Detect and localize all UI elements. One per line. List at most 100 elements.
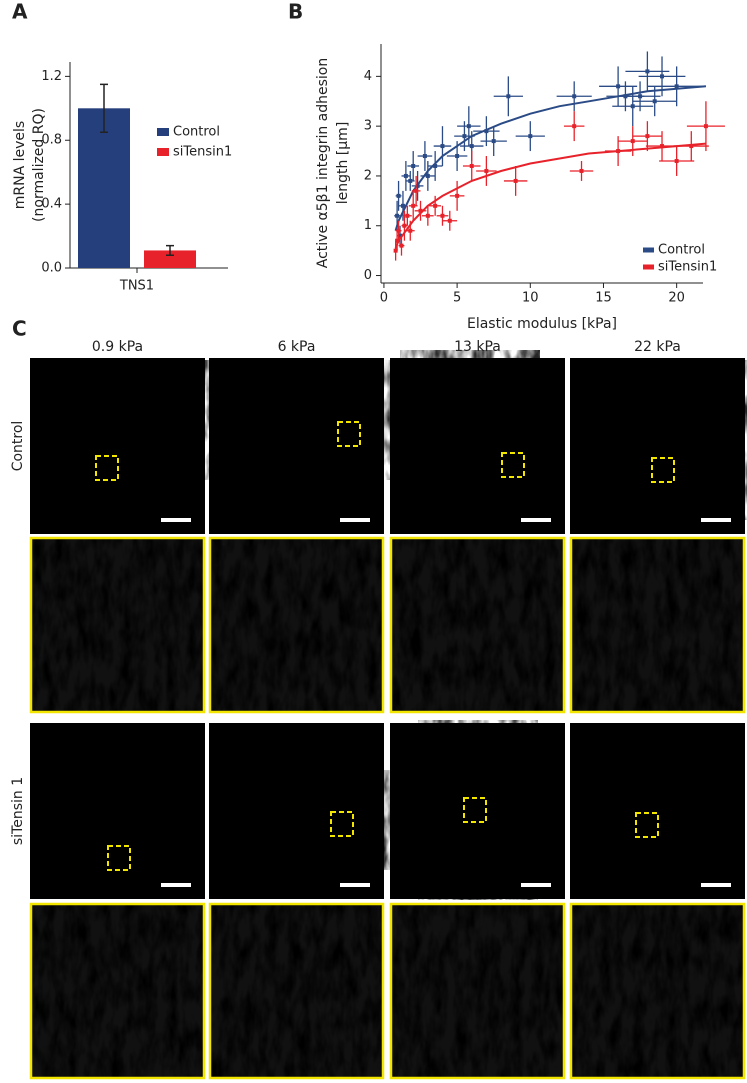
zoom-texture xyxy=(210,538,383,712)
point xyxy=(400,203,405,208)
point xyxy=(484,129,489,134)
y-tick-label: 0.8 xyxy=(41,133,62,148)
point xyxy=(506,94,511,99)
panel-letter: C xyxy=(12,317,27,341)
zoom-border xyxy=(208,902,385,1080)
x-tick-label: TNS1 xyxy=(119,279,154,294)
zoom-texture xyxy=(391,904,564,1078)
point xyxy=(466,124,471,129)
x-tick-label: 0 xyxy=(380,291,388,306)
roi-box xyxy=(107,845,131,871)
legend-swatch xyxy=(157,128,169,136)
cell xyxy=(210,770,390,870)
y-tick-label: 2 xyxy=(364,168,372,183)
point xyxy=(703,124,708,129)
micrographs xyxy=(29,350,747,1080)
point xyxy=(425,173,430,178)
y-axis-label: length [μm] xyxy=(335,122,351,205)
point xyxy=(411,163,416,168)
zoom-border xyxy=(29,902,206,1080)
point xyxy=(408,228,413,233)
legend-swatch xyxy=(157,148,169,156)
zoom-border xyxy=(389,536,566,714)
point xyxy=(396,228,401,233)
zoom-border xyxy=(29,536,206,714)
bar xyxy=(78,108,130,268)
zoom-texture xyxy=(571,904,744,1078)
point xyxy=(425,213,430,218)
point xyxy=(674,84,679,89)
point xyxy=(660,144,665,149)
point xyxy=(395,213,400,218)
point xyxy=(398,233,403,238)
point xyxy=(630,104,635,109)
y-tick-label: 0 xyxy=(364,268,372,283)
column-header: 22 kPa xyxy=(634,339,681,355)
zoom-border xyxy=(569,536,746,714)
point xyxy=(528,134,533,139)
cell xyxy=(200,360,400,480)
legend-label: siTensin1 xyxy=(658,260,717,275)
column-header: 13 kPa xyxy=(454,339,501,355)
error-bar xyxy=(100,83,108,134)
point xyxy=(616,149,621,154)
point xyxy=(674,159,679,164)
zoom-texture xyxy=(391,538,564,712)
point xyxy=(395,238,400,243)
zoom-texture xyxy=(210,904,383,1078)
point xyxy=(396,193,401,198)
y-tick-label: 1 xyxy=(364,218,372,233)
legend-label: Control xyxy=(658,243,705,258)
point xyxy=(652,99,657,104)
roi-box xyxy=(337,421,361,447)
y-axis-label: (normalized RQ) xyxy=(31,108,47,222)
x-tick-label: 15 xyxy=(595,291,612,306)
bar xyxy=(144,250,196,268)
x-axis-label: Elastic modulus [kPa] xyxy=(467,316,617,332)
y-tick-label: 3 xyxy=(364,119,372,134)
point xyxy=(616,84,621,89)
column-header: 0.9 kPa xyxy=(92,339,143,355)
y-tick-label: 1.2 xyxy=(41,69,62,84)
point xyxy=(403,173,408,178)
point xyxy=(645,69,650,74)
point xyxy=(455,154,460,159)
roi-box xyxy=(635,812,659,838)
point xyxy=(469,163,474,168)
cell xyxy=(570,360,747,520)
point xyxy=(440,144,445,149)
panel-letter: A xyxy=(12,0,28,24)
panel-letter: B xyxy=(288,0,303,24)
point xyxy=(484,168,489,173)
point xyxy=(433,203,438,208)
cell xyxy=(60,370,180,510)
zoom-border xyxy=(569,902,746,1080)
point xyxy=(408,178,413,183)
y-tick-label: 4 xyxy=(364,69,372,84)
cell xyxy=(570,730,710,890)
point xyxy=(645,134,650,139)
zoom-border xyxy=(389,902,566,1080)
legend-label: Control xyxy=(173,125,220,140)
x-tick-label: 10 xyxy=(522,291,539,306)
point xyxy=(689,144,694,149)
roi-box xyxy=(95,455,119,481)
legend-label: siTensin1 xyxy=(173,145,232,160)
roi-box xyxy=(501,452,525,478)
point xyxy=(411,203,416,208)
point xyxy=(579,168,584,173)
point xyxy=(660,74,665,79)
x-tick-label: 20 xyxy=(668,291,685,306)
zoom-texture xyxy=(31,904,204,1078)
cell xyxy=(418,720,538,900)
y-tick-label: 0.4 xyxy=(41,197,62,212)
roi-box xyxy=(330,811,354,837)
point xyxy=(433,163,438,168)
point xyxy=(455,193,460,198)
point xyxy=(440,213,445,218)
point xyxy=(418,208,423,213)
point xyxy=(415,183,420,188)
roi-box xyxy=(463,797,487,823)
point xyxy=(572,94,577,99)
